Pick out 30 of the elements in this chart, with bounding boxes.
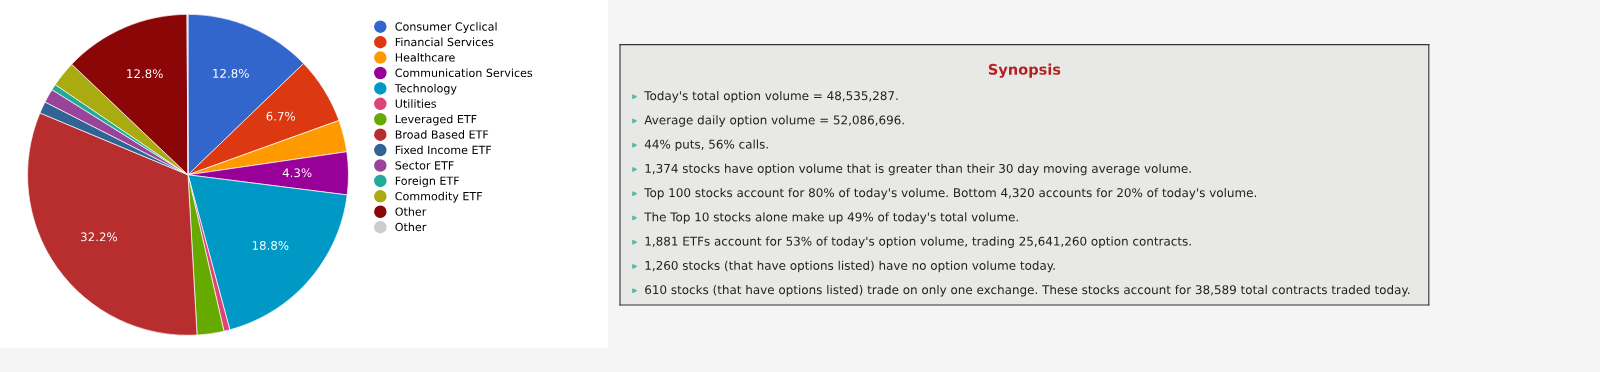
legend-label: Other xyxy=(395,207,427,216)
legend-label: Commodity ETF xyxy=(395,191,482,203)
legend-label: Foreign ETF xyxy=(395,176,459,188)
legend-label: Financial Services xyxy=(395,37,494,47)
text: 44% puts, 56% calls. xyxy=(644,139,768,151)
text: 1,260 stocks (that have options listed) have no option volume today. xyxy=(645,260,1055,273)
data-label: 32.2% xyxy=(81,232,118,242)
legend-label: Other xyxy=(395,222,427,232)
legend-label: Broad Based ETF xyxy=(395,130,489,139)
legend-label: Sector ETF xyxy=(395,161,454,170)
text: Synopsis xyxy=(988,63,1061,78)
legend-label: Consumer Cyclical xyxy=(395,22,497,33)
legend-label: Healthcare xyxy=(395,52,455,62)
legend-label: Communication Services xyxy=(395,68,533,78)
legend-label: Leveraged ETF xyxy=(395,114,477,126)
data-label: 6.7% xyxy=(266,111,296,121)
text: Top 100 stocks account for 80% of today's volume. Bottom 4,320 accounts for 20% of today's volume. xyxy=(644,187,1256,200)
text: The Top 10 stocks alone make up 49% of today's total volume. xyxy=(644,212,1018,224)
legend-label: Fixed Income ETF xyxy=(395,145,492,155)
data-label: 12.8% xyxy=(127,69,163,79)
text: 610 stocks (that have options listed) trade on only one exchange. These stocks account for 38,589 total contracts traded today. xyxy=(645,284,1410,297)
text: Today's total option volume = 48,535,287. xyxy=(644,90,898,103)
legend-label: Utilities xyxy=(395,99,437,108)
data-label: 18.8% xyxy=(252,240,289,250)
data-label: 12.8% xyxy=(213,68,249,78)
text: 1,374 stocks have option volume that is greater than their 30 day moving average volume. xyxy=(645,163,1191,176)
data-label: 4.3% xyxy=(282,168,312,178)
text: Average daily option volume = 52,086,696. xyxy=(644,115,904,127)
legend-label: Technology xyxy=(394,83,457,95)
text: 1,881 ETFs account for 53% of today's option volume, trading 25,641,260 option contracts. xyxy=(645,236,1191,248)
